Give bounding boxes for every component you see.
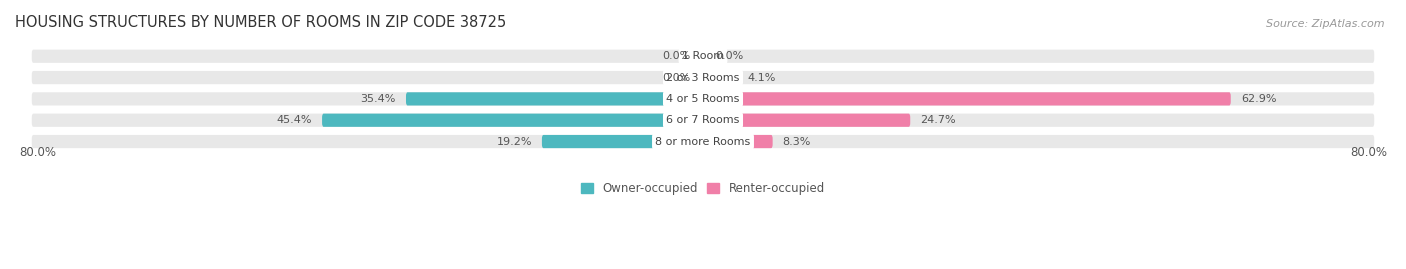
Text: Source: ZipAtlas.com: Source: ZipAtlas.com xyxy=(1267,19,1385,29)
Text: 6 or 7 Rooms: 6 or 7 Rooms xyxy=(666,115,740,125)
FancyBboxPatch shape xyxy=(703,135,773,148)
FancyBboxPatch shape xyxy=(32,49,1374,63)
FancyBboxPatch shape xyxy=(322,114,703,127)
FancyBboxPatch shape xyxy=(32,71,1374,84)
FancyBboxPatch shape xyxy=(541,135,703,148)
Text: 45.4%: 45.4% xyxy=(277,115,312,125)
Text: 19.2%: 19.2% xyxy=(496,137,531,147)
Text: 80.0%: 80.0% xyxy=(1350,146,1386,159)
FancyBboxPatch shape xyxy=(32,135,1374,148)
Text: 24.7%: 24.7% xyxy=(921,115,956,125)
FancyBboxPatch shape xyxy=(703,71,737,84)
Text: 1 Room: 1 Room xyxy=(682,51,724,61)
FancyBboxPatch shape xyxy=(32,92,1374,105)
FancyBboxPatch shape xyxy=(703,92,1230,105)
FancyBboxPatch shape xyxy=(32,114,1374,127)
Text: 0.0%: 0.0% xyxy=(662,51,690,61)
Text: HOUSING STRUCTURES BY NUMBER OF ROOMS IN ZIP CODE 38725: HOUSING STRUCTURES BY NUMBER OF ROOMS IN… xyxy=(15,15,506,30)
Text: 62.9%: 62.9% xyxy=(1241,94,1277,104)
Text: 35.4%: 35.4% xyxy=(360,94,396,104)
Text: 8.3%: 8.3% xyxy=(783,137,811,147)
Text: 0.0%: 0.0% xyxy=(716,51,744,61)
Legend: Owner-occupied, Renter-occupied: Owner-occupied, Renter-occupied xyxy=(576,178,830,200)
FancyBboxPatch shape xyxy=(703,114,910,127)
Text: 4.1%: 4.1% xyxy=(748,73,776,83)
Text: 4 or 5 Rooms: 4 or 5 Rooms xyxy=(666,94,740,104)
Text: 8 or more Rooms: 8 or more Rooms xyxy=(655,137,751,147)
Text: 0.0%: 0.0% xyxy=(662,73,690,83)
Text: 80.0%: 80.0% xyxy=(20,146,56,159)
Text: 2 or 3 Rooms: 2 or 3 Rooms xyxy=(666,73,740,83)
FancyBboxPatch shape xyxy=(406,92,703,105)
